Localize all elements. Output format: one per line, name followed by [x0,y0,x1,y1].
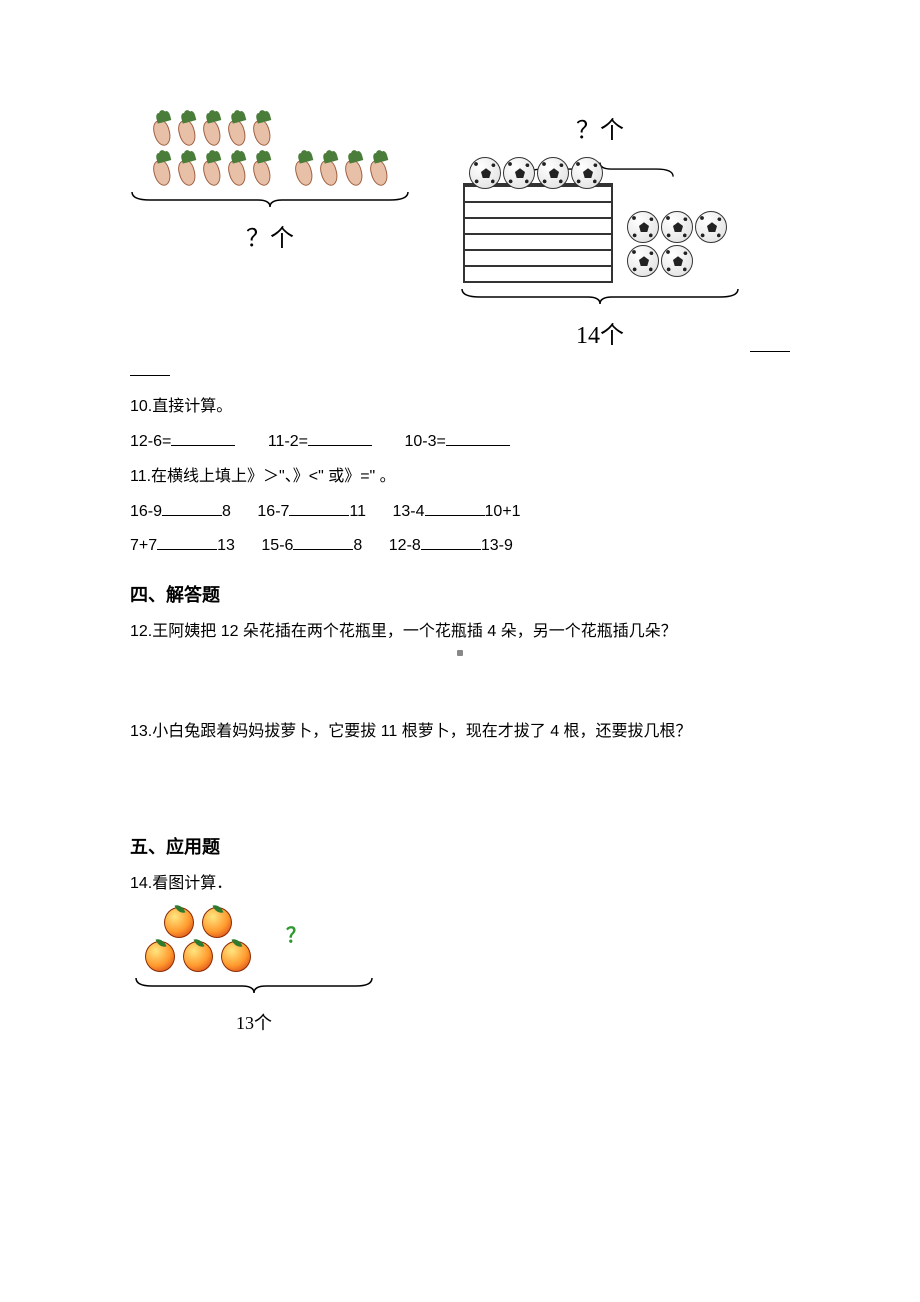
expr: 10-3= [404,433,445,450]
section5-heading: 五、应用题 [130,831,790,863]
expr: 7+7 [130,537,157,554]
expr: 10+1 [485,503,521,520]
peach-figure: ？ 13个 [138,904,790,1039]
q9-figures: ？个 ？个 [130,110,790,358]
carrot-total-label: ？个 [246,218,294,261]
expr: 13-4 [392,503,424,520]
soccer-icon [627,211,659,243]
compare-blank[interactable] [162,502,222,516]
answer-blank[interactable] [130,362,170,376]
q10-items: 12-6= 11-2= 10-3= [130,428,790,457]
answer-blank[interactable] [446,432,510,446]
q10-prompt: 10.直接计算。 [130,393,790,422]
answer-blank[interactable] [171,432,235,446]
peach-icon [162,904,196,938]
brace-down-icon [130,190,410,208]
carrot-icon [175,110,199,146]
expr: 13 [217,537,235,554]
q13-text: 13.小白兔跟着妈妈拔萝卜，它要拔 11 根萝卜，现在才拔了 4 根，还要拔几根… [130,718,790,747]
q12-text: 12.王阿姨把 12 朵花插在两个花瓶里，一个花瓶插 4 朵，另一个花瓶插几朵？ [130,618,790,647]
crate-unknown-label: ？个 [576,110,624,153]
expr: 16-9 [130,503,162,520]
section4-heading: 四、解答题 [130,579,790,611]
soccer-icon [627,245,659,277]
peach-icon [219,938,253,972]
carrot-icon [317,150,341,186]
page-marker-icon [457,650,463,656]
carrot-icon [150,150,174,186]
expr: 8 [222,503,231,520]
compare-blank[interactable] [293,536,353,550]
compare-blank[interactable] [157,536,217,550]
carrot-icon [150,110,174,146]
soccer-icon [469,157,501,189]
expr: 16-7 [257,503,289,520]
carrot-icon [225,150,249,186]
answer-blank[interactable] [308,432,372,446]
soccer-icon [503,157,535,189]
expr: 13-9 [481,537,513,554]
carrot-icon [250,150,274,186]
soccer-figure: ？个 [460,110,740,358]
carrot-icon [225,110,249,146]
soccer-icon [571,157,603,189]
soccer-icon [661,211,693,243]
expr: 8 [353,537,362,554]
brace-down-icon [460,287,740,305]
brace-down-icon [134,976,374,994]
soccer-icon [537,157,569,189]
soccer-icon [695,211,727,243]
soccer-total-label: 14个 [576,315,624,358]
carrot-icon [250,110,274,146]
peach-unknown-label: ？ [286,918,306,972]
peach-total-label: 13个 [134,1007,374,1039]
carrot-icon [175,150,199,186]
soccer-crate [463,183,613,283]
q11-prompt: 11.在横线上填上》＞"、》<" 或》=" 。 [130,463,790,492]
answer-blank[interactable] [750,338,790,352]
expr: 12-6= [130,433,171,450]
compare-blank[interactable] [421,536,481,550]
q14-prompt: 14.看图计算． [130,870,790,899]
expr: 15-6 [261,537,293,554]
compare-blank[interactable] [425,502,485,516]
q11-row2: 7+7 13 15-6 8 12-8 13-9 [130,532,790,561]
peach-icon [143,938,177,972]
carrot-icon [200,150,224,186]
soccer-icon [661,245,693,277]
q11-row1: 16-9 8 16-7 11 13-4 10+1 [130,498,790,527]
carrot-icon [342,150,366,186]
compare-blank[interactable] [289,502,349,516]
peach-icon [200,904,234,938]
peach-icon [181,938,215,972]
expr: 11 [349,503,366,520]
carrot-icon [292,150,316,186]
carrot-icon [200,110,224,146]
carrot-figure: ？个 [130,110,410,358]
carrot-icon [367,150,391,186]
expr: 11-2= [268,433,308,450]
expr: 12-8 [389,537,421,554]
